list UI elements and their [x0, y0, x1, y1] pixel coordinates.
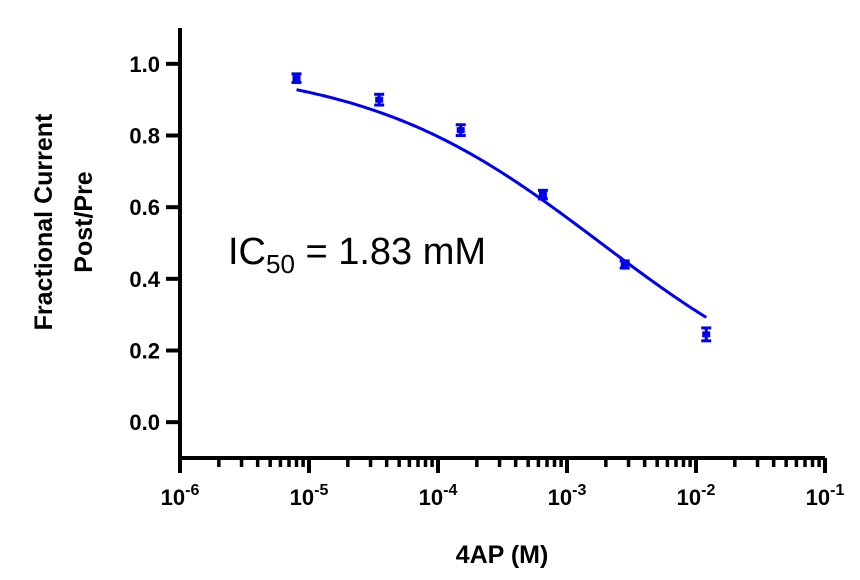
x-tick-label-base: 10	[419, 485, 443, 510]
x-tick-label-exponent: -5	[314, 482, 328, 499]
x-tick-label-exponent: -4	[443, 482, 457, 499]
x-tick-label-exponent: -3	[572, 482, 586, 499]
y-axis-title-line-2: Post/Pre	[70, 171, 98, 273]
x-tick-label-exponent: -6	[185, 482, 199, 499]
x-tick-label: 10-2	[677, 482, 716, 510]
x-tick-label: 10-4	[419, 482, 458, 510]
fit-curve	[296, 88, 708, 319]
data-point	[538, 191, 547, 198]
ic50-annotation: IC50 = 1.83 mM	[228, 231, 486, 279]
ic50-subscript: 50	[266, 249, 295, 279]
x-tick-label-base: 10	[161, 485, 185, 510]
x-tick-label: 10-6	[161, 482, 200, 510]
data-point	[702, 331, 711, 338]
y-tick-label: 0.0	[129, 410, 160, 435]
ic50-suffix: = 1.83 mM	[295, 231, 486, 273]
data-point	[456, 127, 465, 134]
x-tick-label-base: 10	[806, 485, 830, 510]
data-point	[620, 261, 629, 268]
y-tick-label: 0.6	[129, 195, 160, 220]
x-axis-title: 4AP (M)	[456, 541, 549, 569]
x-tick-label-exponent: -2	[701, 482, 715, 499]
data-point	[292, 75, 301, 82]
plot-area	[291, 72, 712, 343]
ic50-prefix: IC	[228, 231, 266, 273]
data-point	[375, 96, 384, 103]
x-tick-label-base: 10	[290, 485, 314, 510]
y-tick-label: 0.8	[129, 124, 160, 149]
x-tick-label: 10-3	[548, 482, 587, 510]
x-tick-label: 10-1	[806, 482, 845, 510]
y-axis-title-line-1: Fractional Current	[30, 113, 58, 330]
y-axis-title: Fractional Current Post/Pre	[30, 113, 98, 330]
y-tick-label: 0.2	[129, 339, 160, 364]
x-axis: 10-6 10-5 10-4 10-3 10-2 10-1	[161, 456, 845, 510]
y-tick-label: 0.4	[129, 267, 160, 292]
y-tick-label: 1.0	[129, 52, 160, 77]
y-axis: 0.0 0.2 0.4 0.6 0.8 1.0	[129, 28, 182, 460]
x-tick-label-exponent: -1	[830, 482, 844, 499]
x-tick-label-base: 10	[548, 485, 572, 510]
x-tick-label: 10-5	[290, 482, 329, 510]
x-tick-label-base: 10	[677, 485, 701, 510]
